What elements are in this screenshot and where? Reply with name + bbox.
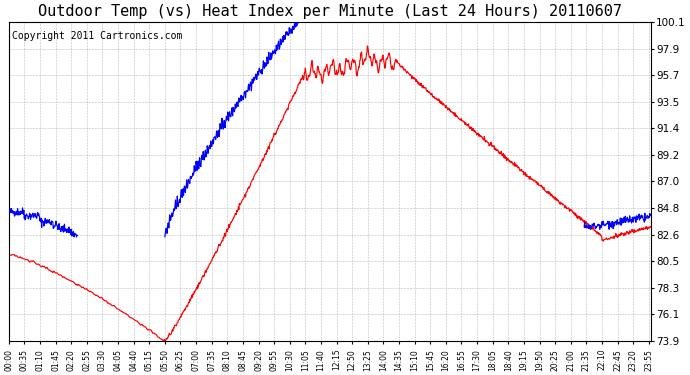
Title: Outdoor Temp (vs) Heat Index per Minute (Last 24 Hours) 20110607: Outdoor Temp (vs) Heat Index per Minute …: [38, 4, 622, 19]
Text: Copyright 2011 Cartronics.com: Copyright 2011 Cartronics.com: [12, 31, 182, 41]
